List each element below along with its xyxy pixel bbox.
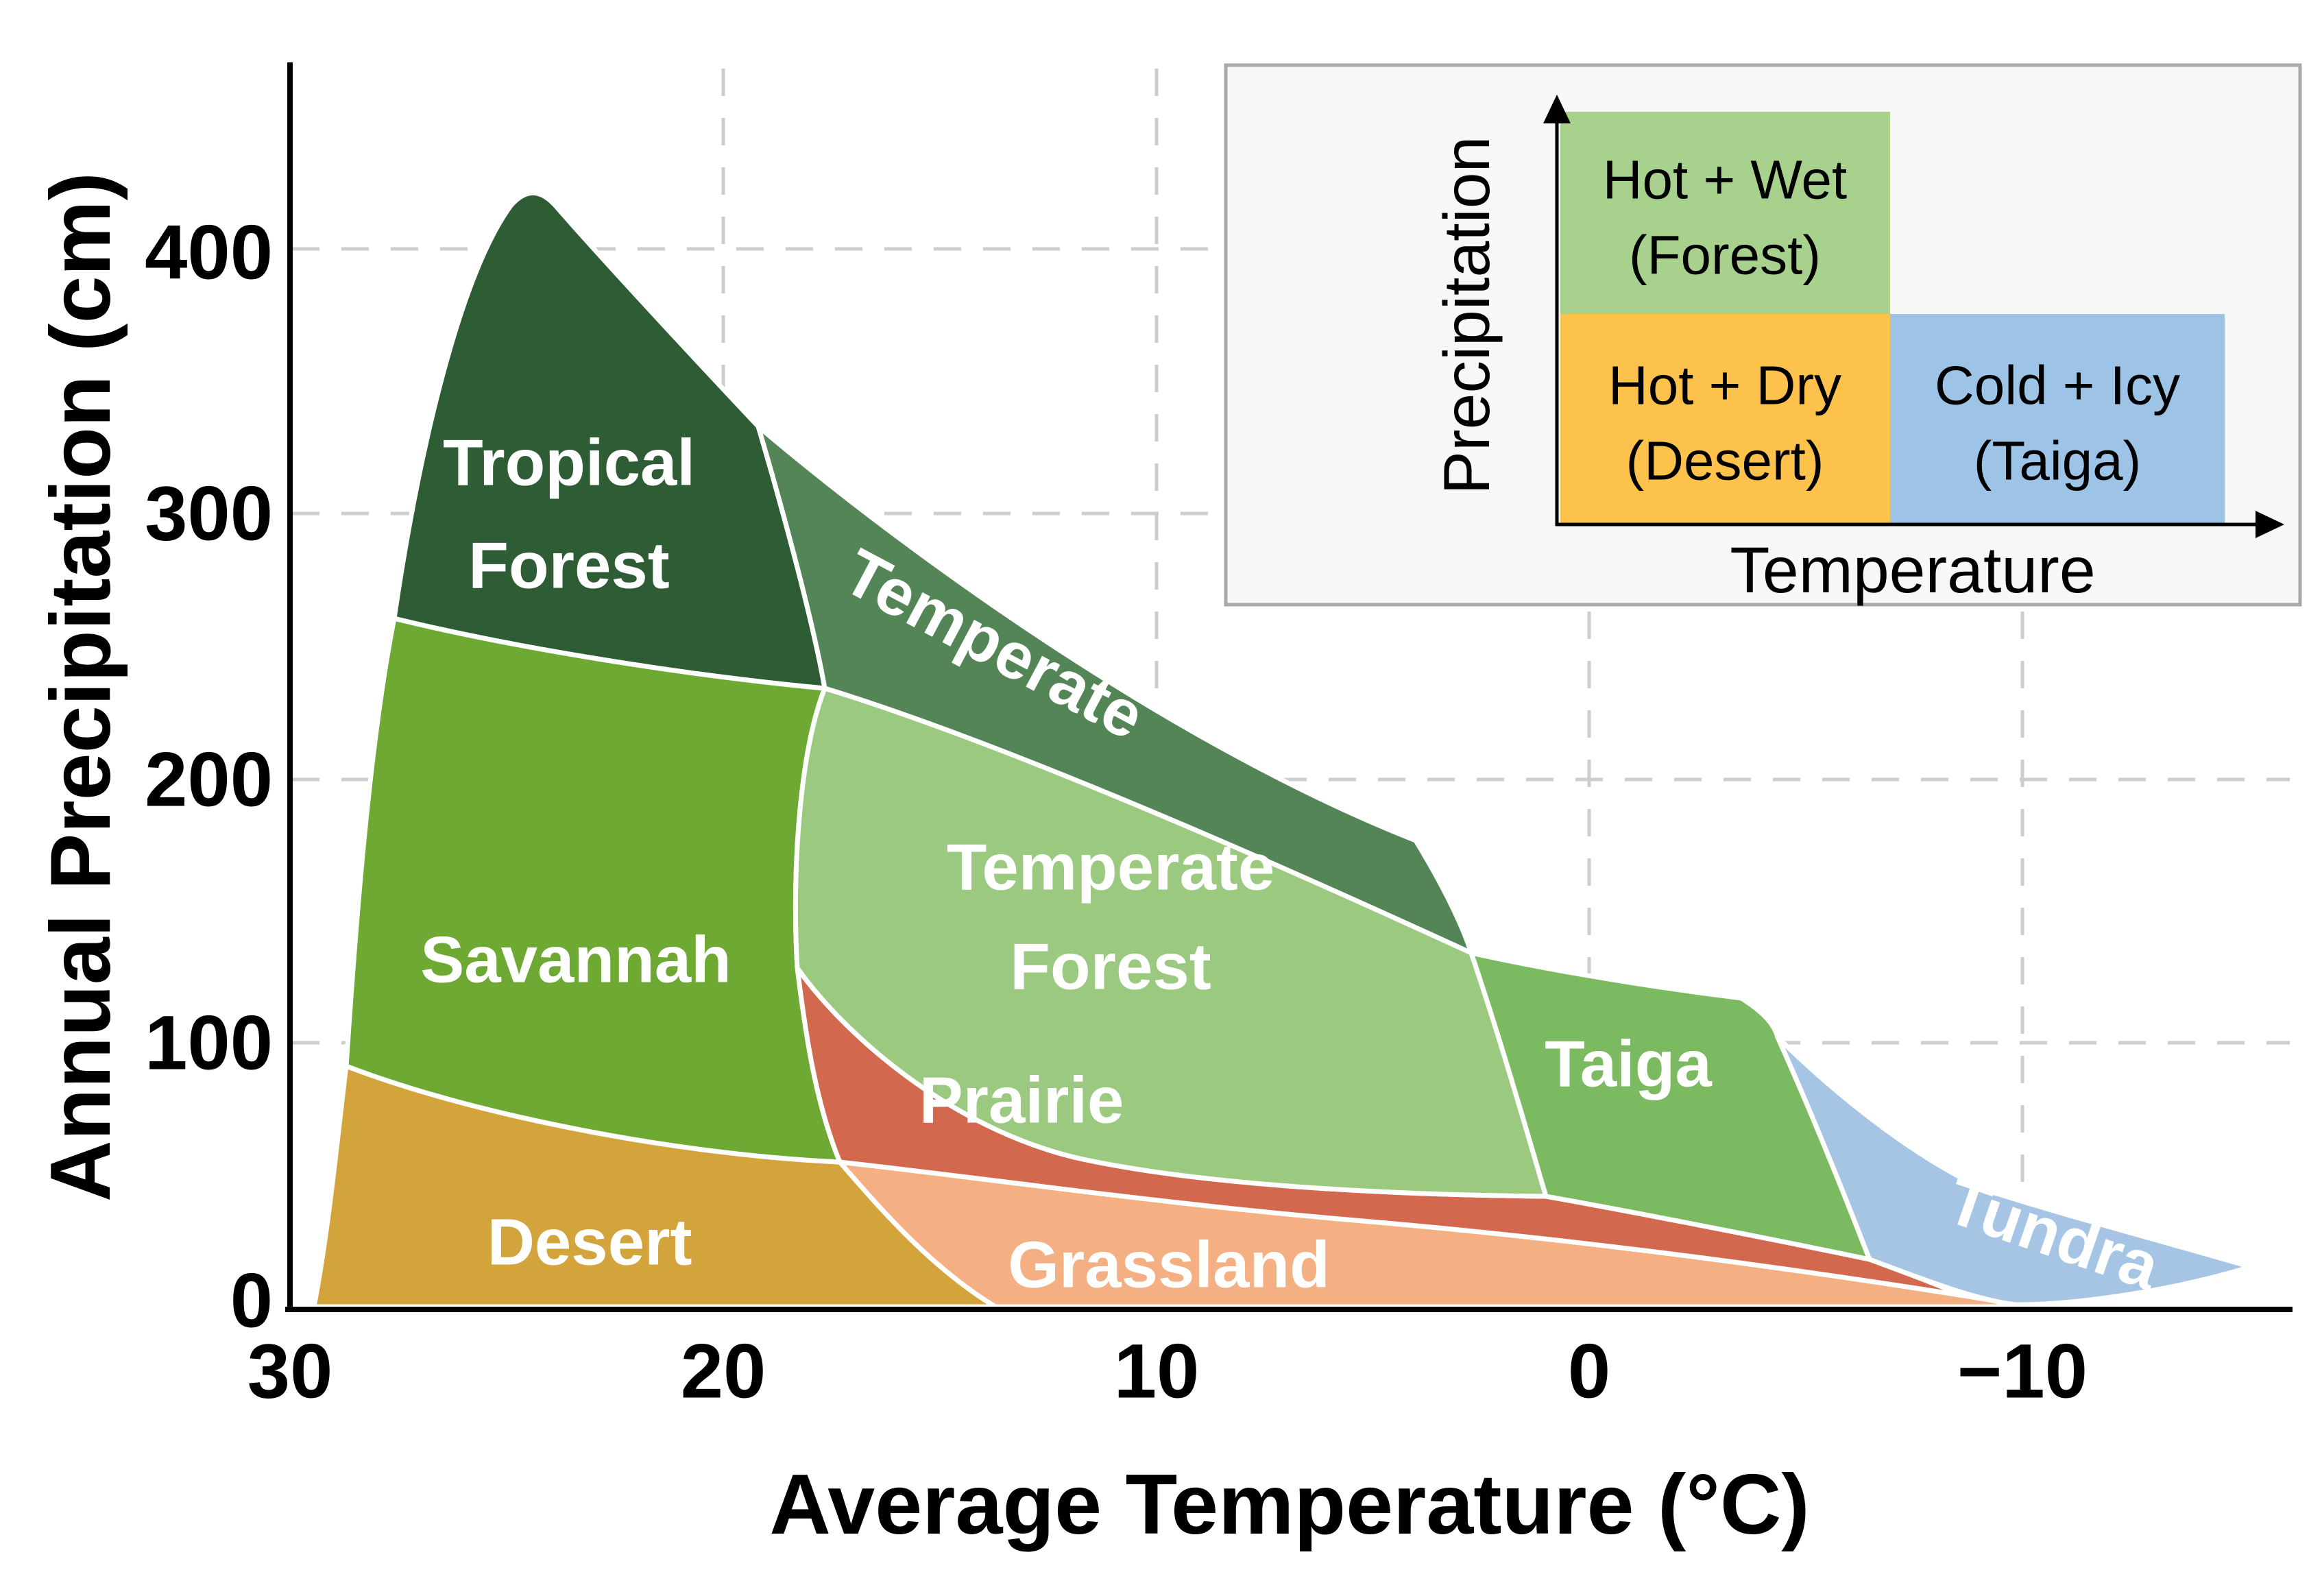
inset-cell-hot-wet [1560,112,1890,314]
inset-cell-cold-icy [1890,314,2225,524]
x-tick-0: 0 [1568,1329,1610,1414]
x-tick-labels: 30 20 10 0 −10 [247,1329,2088,1414]
y-tick-labels: 0 100 200 300 400 [145,210,273,1344]
inset-x-axis-arrow-icon [2256,511,2284,538]
inset-legend: Hot + Wet (Forest) Hot + Dry (Desert) Co… [1224,63,2302,607]
inset-cell-hot-dry [1560,314,1890,524]
label-tropical-forest-2: Forest [468,529,669,603]
y-axis-title: Annual Precipitation (cm) [34,172,128,1202]
y-tick-400: 400 [145,210,273,295]
x-axis-title: Average Temperature (°C) [769,1458,1809,1552]
inset-y-axis-label: Precipitation [1431,136,1503,495]
x-tick--10: −10 [1957,1329,2088,1414]
label-tropical-forest-1: Tropical [443,426,695,500]
label-temperate-forest-2: Forest [1010,930,1211,1004]
x-tick-10: 10 [1114,1329,1200,1414]
biome-regions [311,191,2253,1309]
region-savannah [343,616,843,1165]
label-prairie: Prairie [919,1064,1124,1137]
label-savannah: Savannah [420,923,731,997]
y-tick-300: 300 [145,471,273,557]
region-tundra [1775,1035,2253,1307]
label-temperate-forest-1: Temperate [947,831,1274,904]
inset-hot-dry-line2: (Desert) [1626,431,1824,492]
y-tick-100: 100 [145,1000,273,1086]
inset-cold-icy-line2: (Taiga) [1974,431,2142,492]
inset-hot-dry-line1: Hot + Dry [1608,355,1841,416]
region-temperate-forest [793,686,1549,1199]
label-desert: Desert [487,1206,692,1279]
axes [285,62,2293,1312]
inset-hot-wet-line1: Hot + Wet [1603,149,1847,210]
label-grassland: Grassland [1008,1229,1330,1302]
y-tick-0: 0 [230,1258,273,1344]
x-tick-30: 30 [247,1329,333,1414]
inset-x-axis-label: Temperature [1730,534,2095,607]
x-tick-20: 20 [681,1329,766,1414]
inset-cold-icy-line1: Cold + Icy [1935,355,2180,416]
y-tick-200: 200 [145,737,273,823]
label-taiga: Taiga [1545,1028,1712,1101]
region-tropical-forest [391,191,827,691]
axis-titles: Average Temperature (°C) Annual Precipit… [34,172,1810,1552]
inset-hot-wet-line2: (Forest) [1629,225,1821,286]
inset-y-axis-arrow-icon [1543,95,1571,123]
